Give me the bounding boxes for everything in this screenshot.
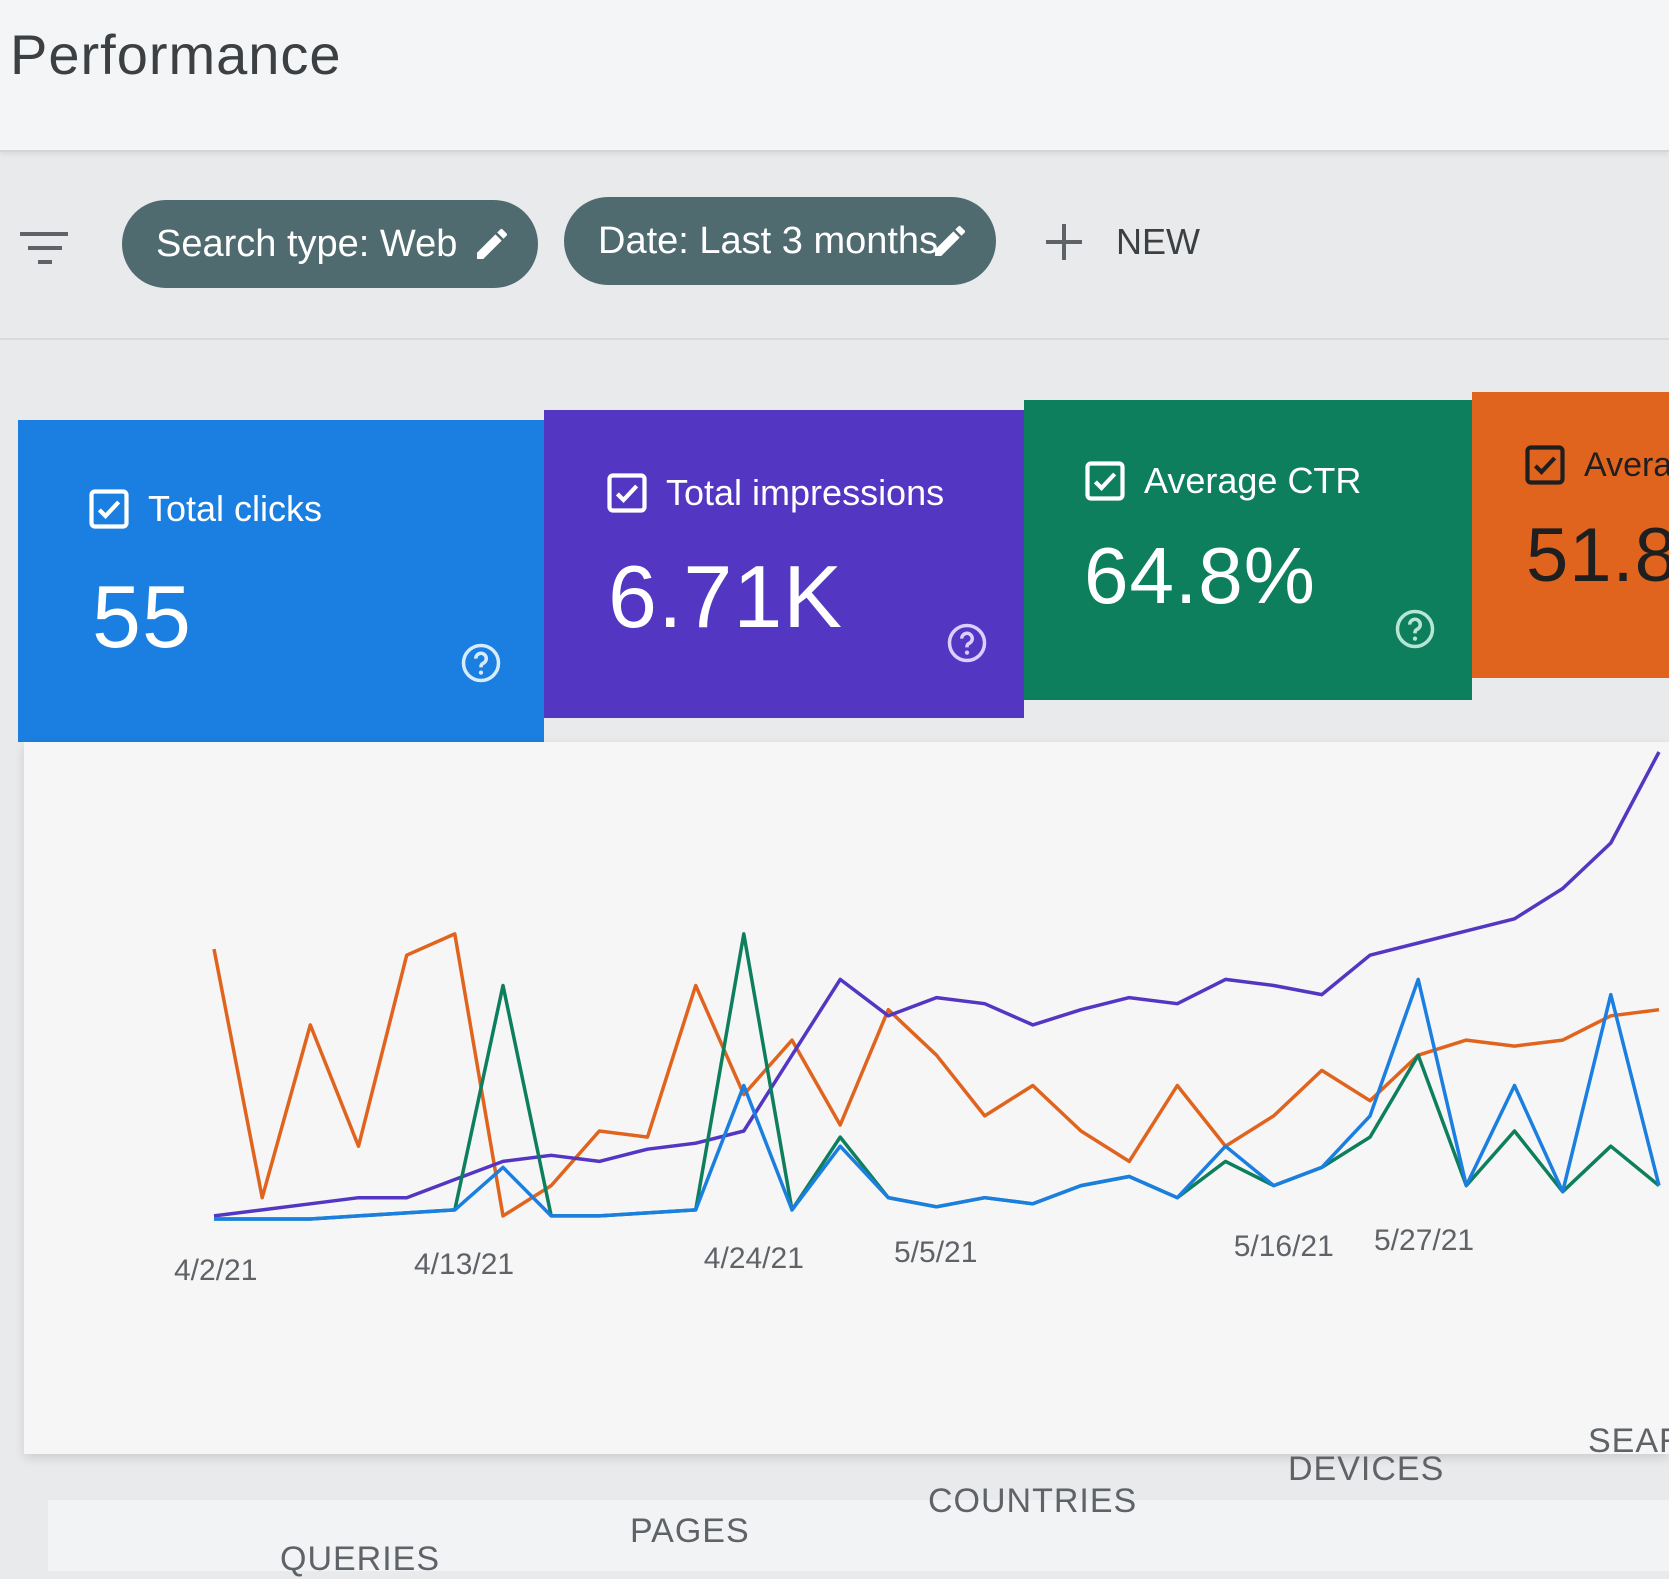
dimension-tabs: QUERIES PAGES COUNTRIES DEVICES SEAR: [48, 1422, 1669, 1578]
date-range-chip[interactable]: Date: Last 3 months: [564, 197, 996, 285]
series-line-1: [213, 751, 1661, 1218]
x-tick-label: 4/13/21: [414, 1248, 514, 1281]
metric-label-row: Averag: [1524, 444, 1669, 486]
tab-queries[interactable]: QUERIES: [280, 1540, 441, 1578]
tab-pages[interactable]: PAGES: [630, 1512, 750, 1550]
metric-card-total-clicks[interactable]: Total clicks 55: [18, 420, 544, 742]
x-tick-label: 5/16/21: [1234, 1230, 1334, 1263]
performance-line-chart: 4/2/21 4/13/21 4/24/21 5/5/21 5/16/21 5/27/21: [174, 751, 1661, 1287]
metric-label: Total impressions: [666, 472, 945, 513]
performance-chart-panel: 4/2/21 4/13/21 4/24/21 5/5/21 5/16/21 5/27/21: [24, 742, 1669, 1454]
metric-label-row: Total impressions: [606, 472, 944, 514]
pencil-icon: [477, 228, 508, 259]
search-type-label: Search type: Web: [156, 222, 458, 265]
tab-countries[interactable]: COUNTRIES: [928, 1482, 1138, 1520]
metric-card-average-position[interactable]: Averag 51.8: [1472, 392, 1669, 678]
series-line-3: [214, 977, 1661, 1221]
tab-search-appearance[interactable]: SEAR: [1588, 1422, 1669, 1460]
x-tick-label: 5/5/21: [894, 1236, 977, 1269]
metric-card-total-impressions[interactable]: Total impressions 6.71K: [544, 410, 1024, 718]
metric-label: Average CTR: [1144, 460, 1362, 501]
checkbox-checked-icon[interactable]: [1084, 460, 1126, 502]
plus-icon: [1046, 224, 1082, 260]
checkbox-checked-icon[interactable]: [606, 472, 648, 514]
metric-label-row: Average CTR: [1084, 460, 1361, 502]
x-tick-label: 5/27/21: [1374, 1224, 1474, 1257]
help-icon[interactable]: [946, 622, 988, 664]
metric-value: 6.71K: [608, 547, 843, 646]
page-title: Performance: [10, 23, 342, 86]
metric-label-row: Total clicks: [88, 488, 322, 530]
new-filter-button[interactable]: NEW: [1044, 212, 1200, 272]
metric-value: 64.8%: [1084, 531, 1316, 620]
metric-card-average-ctr[interactable]: Average CTR 64.8%: [1024, 400, 1472, 700]
help-icon[interactable]: [1394, 608, 1436, 650]
checkbox-checked-icon[interactable]: [88, 488, 130, 530]
x-tick-label: 4/24/21: [704, 1242, 804, 1275]
filter-icon[interactable]: [20, 228, 76, 268]
divider: [0, 338, 1669, 340]
pencil-icon: [935, 225, 966, 256]
checkbox-checked-icon[interactable]: [1524, 444, 1566, 486]
help-icon[interactable]: [460, 642, 502, 684]
search-type-chip[interactable]: Search type: Web: [122, 200, 538, 288]
metric-label: Averag: [1584, 445, 1669, 484]
header-bar: Performance: [0, 0, 1669, 152]
tab-devices[interactable]: DEVICES: [1288, 1450, 1445, 1488]
new-filter-label: NEW: [1116, 221, 1200, 262]
date-range-label: Date: Last 3 months: [598, 219, 939, 262]
metric-value: 51.8: [1526, 513, 1669, 598]
x-tick-label: 4/2/21: [174, 1254, 257, 1287]
metric-label: Total clicks: [148, 488, 323, 529]
metric-value: 55: [92, 567, 192, 666]
